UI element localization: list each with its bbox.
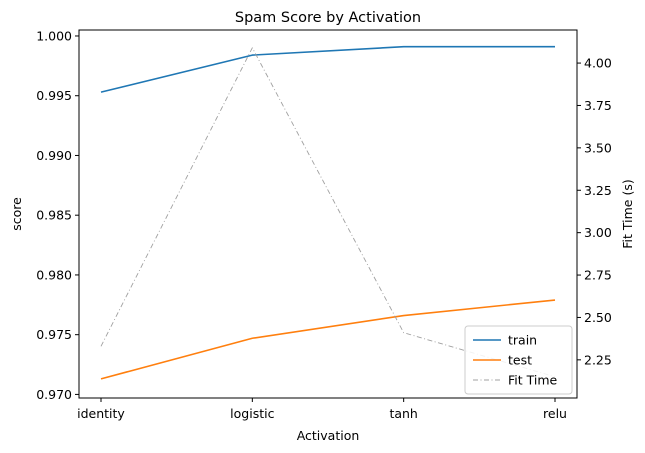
y-axis-right: 2.25 2.50 2.75 3.00 3.25 3.50 3.75 4.00 xyxy=(577,56,612,367)
y2-tick-label: 2.25 xyxy=(584,352,612,367)
x-tick-label: identity xyxy=(77,406,125,421)
legend-label: train xyxy=(508,333,537,348)
x-tick-label: tanh xyxy=(389,406,417,421)
y-axis-label: score xyxy=(9,197,24,231)
y2-tick-label: 3.00 xyxy=(584,225,612,240)
y-tick-label: 0.970 xyxy=(36,387,72,402)
series-line-train xyxy=(100,45,555,93)
y-tick-label: 0.975 xyxy=(36,327,72,342)
y2-tick-label: 3.75 xyxy=(584,98,612,113)
y2-tick-label: 2.50 xyxy=(584,310,612,325)
series-line-fit-time xyxy=(100,47,556,378)
y2-axis-label: Fit Time (s) xyxy=(620,179,635,248)
legend-label: Fit Time xyxy=(508,373,558,388)
y2-tick-label: 3.25 xyxy=(584,183,612,198)
y2-tick-label: 4.00 xyxy=(584,56,612,71)
y2-tick-label: 2.75 xyxy=(584,268,612,283)
y-tick-label: 0.985 xyxy=(36,208,72,223)
y-tick-label: 0.980 xyxy=(36,267,72,282)
series-layer xyxy=(100,45,556,380)
x-tick-label: logistic xyxy=(230,406,274,421)
x-tick-label: relu xyxy=(543,406,567,421)
y-tick-label: 1.000 xyxy=(36,28,72,43)
x-axis: identity logistic tanh relu xyxy=(77,398,567,421)
chart-title: Spam Score by Activation xyxy=(235,10,421,26)
y2-tick-label: 3.50 xyxy=(584,140,612,155)
series-line-test xyxy=(100,299,556,380)
y-tick-label: 0.990 xyxy=(36,148,72,163)
y-axis-left: 0.970 0.975 0.980 0.985 0.990 0.995 1.000 xyxy=(36,28,79,402)
legend-label: test xyxy=(508,353,532,368)
x-axis-label: Activation xyxy=(297,428,360,443)
plot-frame xyxy=(78,29,578,399)
legend: train test Fit Time xyxy=(464,325,573,395)
y-tick-label: 0.995 xyxy=(36,88,72,103)
legend-box xyxy=(464,325,573,395)
